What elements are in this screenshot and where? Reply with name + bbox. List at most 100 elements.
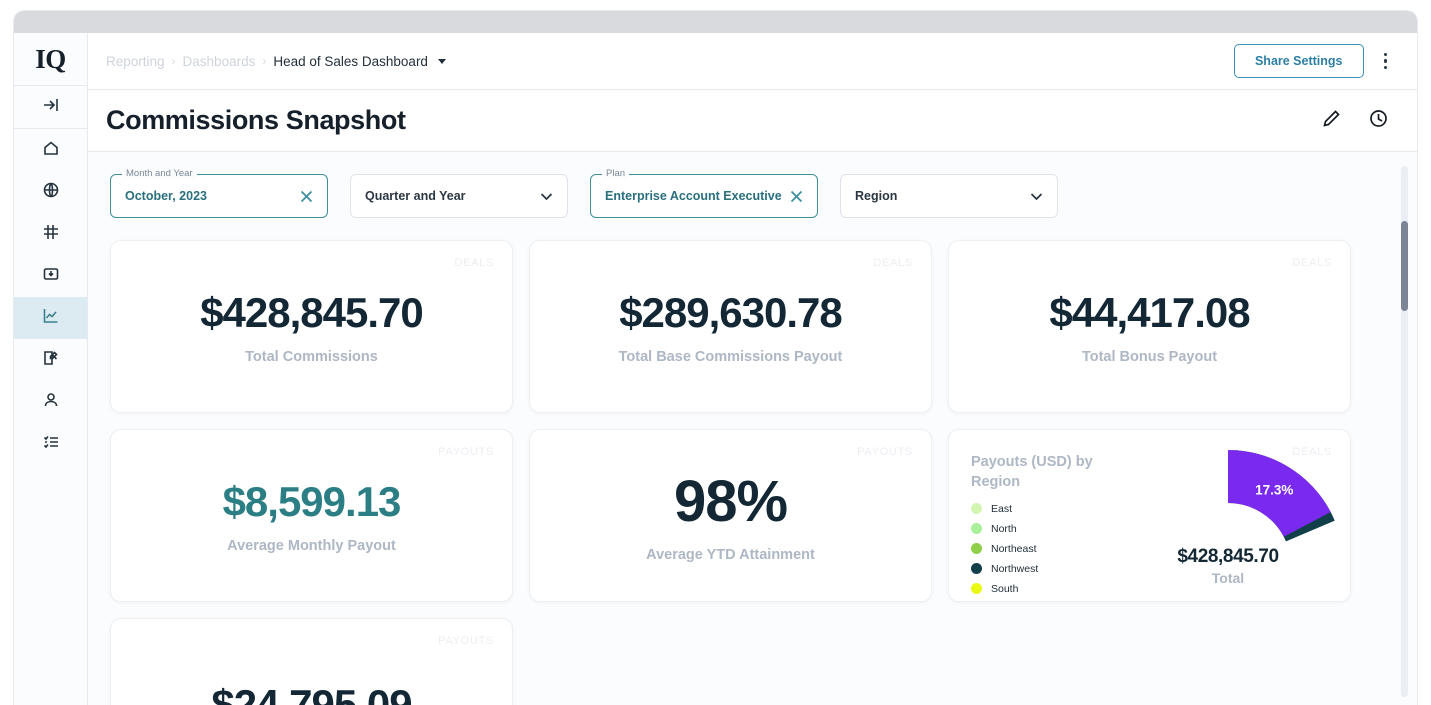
filter-bar: Month and Year October, 2023 Quarter and…	[110, 168, 1395, 218]
line-chart-icon	[41, 306, 60, 330]
filter-value: Quarter and Year	[365, 189, 466, 203]
more-options-icon[interactable]	[1378, 47, 1394, 76]
person-icon	[42, 391, 60, 414]
kpi-card-partial[interactable]: PAYOUTS $24,795.09	[110, 618, 513, 705]
sidebar-item-expand-panel[interactable]	[14, 86, 87, 128]
document-edit-icon	[42, 349, 60, 372]
sidebar-divider	[14, 128, 87, 129]
filter-value: Region	[855, 189, 898, 203]
donut-total-caption: Total	[1211, 570, 1245, 586]
donut-chart: 11.9%11.7%13.5%13.5%17.3% $428,845.70 To…	[1108, 446, 1348, 601]
legend-item[interactable]: South	[971, 583, 1106, 595]
chevron-down-icon[interactable]	[538, 188, 555, 205]
kpi-card-total-commissions[interactable]: DEALS $428,845.70 Total Commissions	[110, 240, 513, 413]
breadcrumb-bar: Reporting › Dashboards › Head of Sales D…	[88, 33, 1417, 90]
legend-color-swatch	[971, 563, 982, 575]
filter-plan[interactable]: Plan Enterprise Account Executive	[590, 168, 818, 218]
sidebar-item-inbox[interactable]	[14, 255, 87, 297]
kpi-label: Average YTD Attainment	[646, 547, 815, 563]
card-tag: DEALS	[1292, 257, 1332, 269]
kpi-label: Total Commissions	[245, 348, 378, 365]
kpi-label: Total Bonus Payout	[1081, 348, 1218, 365]
sidebar-item-globe[interactable]	[14, 171, 87, 213]
sidebar-item-people[interactable]	[14, 381, 87, 423]
kpi-label: Average Monthly Payout	[227, 537, 396, 554]
vertical-scrollbar[interactable]	[1401, 166, 1408, 697]
card-tag: DEALS	[873, 257, 913, 269]
donut-center-label: $428,845.70 Total	[1177, 546, 1279, 586]
filter-label: Month and Year	[122, 168, 197, 179]
card-tag: DEALS	[1292, 446, 1332, 458]
share-settings-button[interactable]: Share Settings	[1233, 44, 1364, 78]
donut-slice-label: 17.3%	[1255, 482, 1293, 497]
sidebar-item-tasks[interactable]	[14, 423, 87, 465]
clock-icon[interactable]	[1368, 108, 1389, 134]
dashboard-scroll-area: Month and Year October, 2023 Quarter and…	[88, 152, 1417, 705]
breadcrumb-separator: ›	[262, 54, 267, 68]
card-tag: PAYOUTS	[857, 446, 913, 458]
donut-slice[interactable]	[1228, 450, 1331, 537]
chevron-down-icon[interactable]	[1028, 188, 1045, 205]
sidebar-item-reporting[interactable]	[14, 297, 87, 339]
filter-value: October, 2023	[125, 189, 207, 203]
pencil-icon[interactable]	[1321, 108, 1342, 134]
globe-icon	[42, 181, 60, 204]
legend-label: Northwest	[991, 562, 1039, 575]
browser-window: IQ	[14, 11, 1417, 705]
page-title: Commissions Snapshot	[106, 105, 406, 135]
filter-label: Plan	[602, 168, 630, 179]
legend-color-swatch	[971, 543, 982, 555]
legend-color-swatch	[971, 583, 982, 595]
close-icon[interactable]	[298, 188, 315, 205]
legend-color-swatch	[971, 523, 982, 535]
filter-region[interactable]: Region	[840, 174, 1058, 218]
breadcrumb-item-current[interactable]: Head of Sales Dashboard	[273, 53, 428, 69]
checklist-icon	[42, 433, 60, 456]
filter-month-and-year[interactable]: Month and Year October, 2023	[110, 168, 328, 218]
kpi-value: 98%	[673, 469, 788, 534]
sidebar-divider	[14, 85, 87, 86]
legend-item[interactable]: Northwest	[971, 563, 1106, 575]
legend-item[interactable]: Northeast	[971, 543, 1106, 555]
filter-value: Enterprise Account Executive	[605, 189, 782, 203]
kpi-card-average-monthly-payout[interactable]: PAYOUTS $8,599.13 Average Monthly Payout	[110, 429, 513, 602]
breadcrumb-item-reporting[interactable]: Reporting	[106, 53, 165, 69]
legend-label: South	[991, 582, 1019, 595]
sidebar-item-plan-designer[interactable]	[14, 213, 87, 255]
chart-title: Payouts (USD) by Region	[971, 454, 1093, 491]
kpi-value: $24,795.09	[211, 680, 412, 705]
legend-item[interactable]: North	[971, 523, 1106, 535]
breadcrumb: Reporting › Dashboards › Head of Sales D…	[106, 54, 446, 69]
grid-plus-icon	[42, 223, 60, 246]
scrollbar-thumb[interactable]	[1401, 221, 1408, 311]
card-tag: DEALS	[454, 257, 494, 269]
close-icon[interactable]	[788, 188, 805, 205]
card-tag: PAYOUTS	[438, 635, 494, 647]
legend-label: East	[991, 502, 1013, 515]
app-logo[interactable]: IQ	[35, 43, 66, 74]
chart-card-payouts-by-region[interactable]: DEALS Payouts (USD) by Region East North N…	[948, 429, 1351, 602]
kpi-card-total-base-commissions-payout[interactable]: DEALS $289,630.78 Total Base Commissions…	[529, 240, 932, 413]
kpi-label: Total Base Commissions Payout	[618, 348, 843, 365]
filter-quarter-and-year[interactable]: Quarter and Year	[350, 174, 568, 218]
breadcrumb-item-dashboards[interactable]: Dashboards	[182, 53, 256, 69]
kpi-value: $428,845.70	[200, 288, 424, 336]
breadcrumb-separator: ›	[171, 54, 176, 68]
card-tag: PAYOUTS	[438, 446, 494, 458]
browser-chrome-bar	[14, 11, 1417, 33]
sidebar-item-approvals[interactable]	[14, 339, 87, 381]
kpi-value: $289,630.78	[619, 288, 843, 336]
chart-legend: Payouts (USD) by Region East North Northea…	[971, 452, 1106, 601]
legend-color-swatch	[971, 503, 982, 515]
kpi-value: $8,599.13	[222, 477, 402, 525]
app-sidebar: IQ	[14, 33, 88, 705]
kpi-card-grid: DEALS $428,845.70 Total Commissions DEAL…	[110, 240, 1395, 705]
sidebar-item-home[interactable]	[14, 129, 87, 171]
kpi-card-total-bonus-payout[interactable]: DEALS $44,417.08 Total Bonus Payout	[948, 240, 1351, 413]
kpi-card-average-ytd-attainment[interactable]: PAYOUTS 98% Average YTD Attainment	[529, 429, 932, 602]
arrow-to-line-icon	[42, 96, 60, 119]
chevron-down-icon[interactable]	[437, 58, 446, 64]
home-icon	[42, 139, 60, 162]
kpi-value: $44,417.08	[1049, 288, 1250, 336]
legend-item[interactable]: East	[971, 503, 1106, 515]
